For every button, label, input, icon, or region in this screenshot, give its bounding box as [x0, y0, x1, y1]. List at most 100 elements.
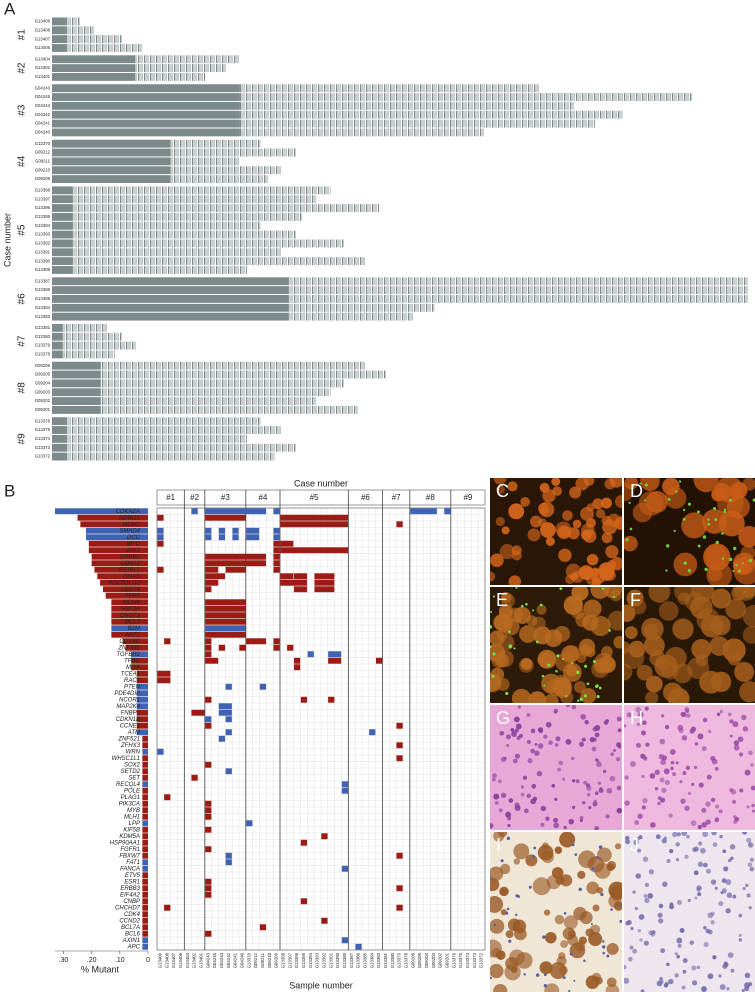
gene-label: SS18L1 [119, 567, 140, 573]
sample-label: G09204 [424, 952, 429, 968]
private-mutations [72, 204, 380, 212]
panel-label: E [496, 590, 508, 610]
cell [539, 522, 556, 538]
cell [654, 786, 659, 791]
signal [584, 664, 588, 668]
cell [569, 486, 582, 499]
cell [727, 858, 732, 863]
gene-label: CDKN1B [116, 717, 140, 723]
alteration-cell [246, 638, 267, 645]
case-header: #3 [221, 493, 230, 502]
panel-label: J [630, 835, 639, 855]
signal [493, 923, 496, 927]
signal [590, 922, 593, 925]
cell [643, 940, 649, 946]
cell [727, 712, 732, 717]
signal [490, 876, 492, 880]
alteration-cell [273, 560, 280, 567]
alteration-cell [205, 826, 212, 833]
cell [609, 775, 616, 782]
cell [577, 870, 586, 880]
cell [668, 813, 673, 818]
cell [539, 482, 550, 493]
cell [702, 832, 709, 838]
alteration-cell [205, 599, 246, 606]
micrograph: J [624, 832, 755, 992]
shared-mutations [52, 379, 101, 388]
cell [642, 797, 648, 804]
alteration-cell [355, 943, 362, 950]
sample-label: G09210 [35, 167, 51, 172]
cell [555, 736, 561, 742]
cell [662, 881, 668, 887]
sample-label: G13408 [164, 952, 169, 968]
cell [583, 599, 602, 618]
cell [558, 760, 564, 766]
cell [676, 954, 681, 959]
signal [500, 859, 504, 863]
bar [125, 644, 148, 651]
signal [513, 647, 516, 650]
cell [629, 761, 636, 767]
cell [733, 744, 740, 751]
cell [513, 858, 521, 865]
cell [748, 750, 753, 756]
cell [710, 671, 732, 693]
alteration-cell [396, 521, 403, 528]
cell [565, 705, 570, 708]
cell [514, 728, 519, 733]
alteration-cell [396, 722, 403, 729]
cell [589, 924, 601, 935]
signal [490, 625, 493, 629]
cell [555, 652, 575, 672]
gene-label: JAK2 [125, 548, 141, 554]
sample-label: G13384 [35, 305, 51, 310]
gene-label: KIF5B [123, 827, 140, 833]
alteration-cell [232, 534, 239, 541]
alteration-cell [218, 527, 226, 534]
alteration-cell [293, 664, 301, 671]
cell [624, 626, 638, 639]
shared-mutations [52, 157, 171, 166]
cell [741, 989, 745, 992]
cell [563, 825, 567, 830]
micrograph-background [624, 832, 755, 992]
cell [548, 740, 553, 745]
sample-label: G13398 [35, 187, 51, 192]
signal [733, 546, 737, 551]
sample-label: G13387 [349, 952, 354, 968]
sample-label: G09204 [35, 381, 51, 386]
alteration-cell [321, 833, 328, 840]
cell [511, 688, 532, 703]
micrograph: E [490, 587, 622, 703]
cell [706, 562, 733, 585]
cell [538, 654, 549, 666]
cell [674, 952, 678, 956]
alteration-cell [205, 761, 212, 768]
cell [690, 820, 697, 827]
sample-label: G04241 [233, 952, 238, 968]
cell [740, 545, 755, 561]
cell [594, 732, 600, 738]
private-mutations [288, 286, 748, 294]
bar [142, 787, 148, 794]
cell [526, 740, 531, 745]
gene-label: SETD2 [121, 769, 141, 775]
sample-label: G13370 [35, 141, 51, 146]
bar [142, 917, 148, 924]
cell [554, 797, 558, 801]
cell [676, 899, 682, 905]
bar [142, 839, 148, 846]
cell [640, 478, 660, 491]
cell [745, 883, 749, 888]
cell [730, 968, 735, 973]
sample-label: G13389 [35, 267, 51, 272]
cell [530, 748, 535, 754]
bar [131, 657, 148, 664]
micrograph: F [624, 587, 755, 703]
cell [748, 906, 752, 910]
cell [721, 878, 727, 884]
alteration-cell [205, 618, 246, 625]
gene-label: POLE [124, 788, 141, 794]
bar [94, 566, 148, 573]
